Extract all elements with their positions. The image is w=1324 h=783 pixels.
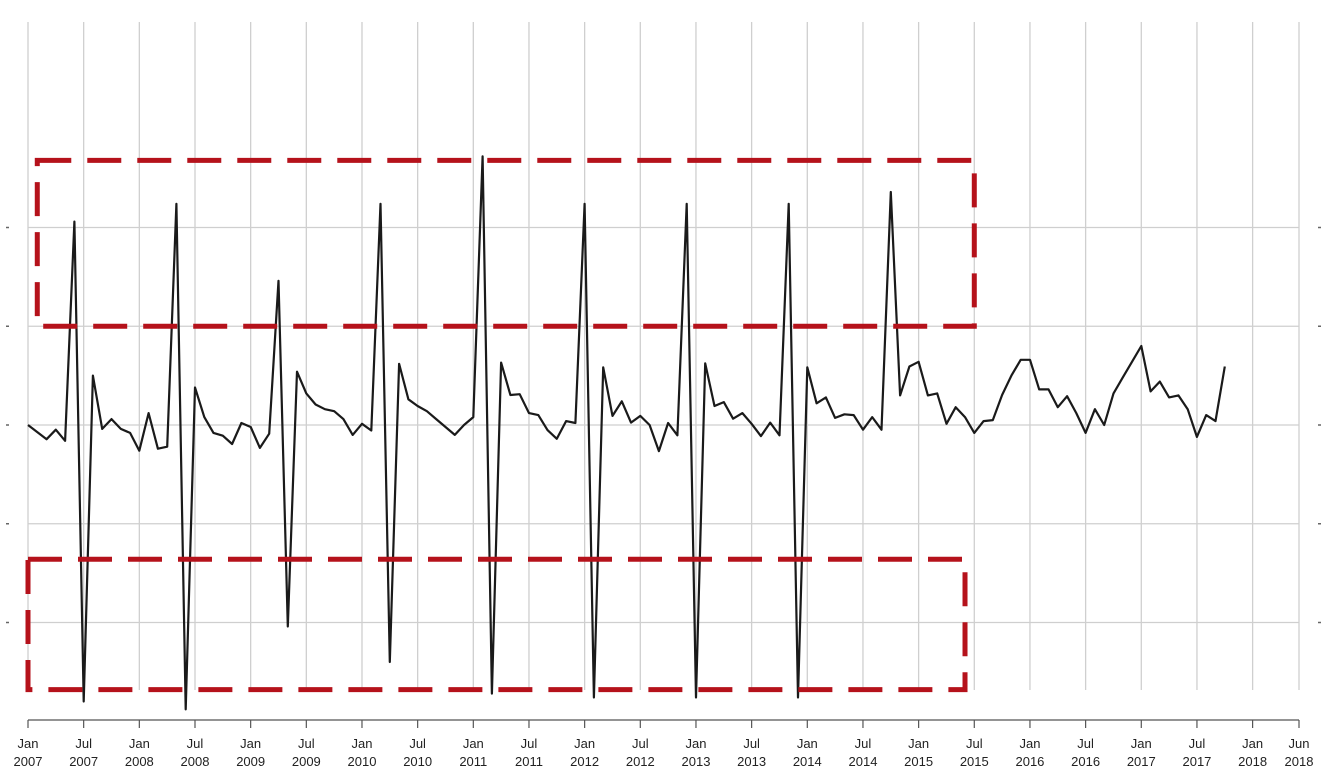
dashed-highlight-box-seasonal-troughs [25, 556, 968, 693]
x-tick-label-month: Jun [1289, 736, 1310, 751]
series-lines [27, 155, 1226, 711]
x-tick-label-month: Jul [743, 736, 760, 751]
x-tick-label-year: 2017 [1182, 754, 1211, 769]
x-tick-label-month: Jan [574, 736, 595, 751]
x-tick-label-month: Jul [187, 736, 204, 751]
x-tick-label-year: 2010 [403, 754, 432, 769]
x-tick-label-year: 2012 [626, 754, 655, 769]
x-tick-label-month: Jul [521, 736, 538, 751]
series-line [27, 155, 1226, 711]
x-tick-label-year: 2018 [1238, 754, 1267, 769]
x-tick-label-month: Jan [797, 736, 818, 751]
x-tick-label-month: Jul [298, 736, 315, 751]
x-tick-label-year: 2013 [682, 754, 711, 769]
x-tick-label-year: 2008 [181, 754, 210, 769]
x-tick-label-year: 2010 [348, 754, 377, 769]
x-tick-label-year: 2012 [570, 754, 599, 769]
x-tick-label-year: 2017 [1127, 754, 1156, 769]
x-tick-label-year: 2009 [292, 754, 321, 769]
x-tick-label-year: 2014 [849, 754, 878, 769]
x-tick-label-month: Jan [352, 736, 373, 751]
x-tick-label-month: Jan [685, 736, 706, 751]
x-tick-label-year: 2009 [236, 754, 265, 769]
x-tick-label-year: 2015 [904, 754, 933, 769]
x-tick-label-year: 2008 [125, 754, 154, 769]
dashed-highlight-box-seasonal-peaks [34, 157, 977, 329]
x-tick-label-year: 2015 [960, 754, 989, 769]
x-tick-label-month: Jan [1131, 736, 1152, 751]
x-axis [27, 719, 1300, 728]
x-tick-label-month: Jul [855, 736, 872, 751]
x-tick-label-month: Jan [463, 736, 484, 751]
gridlines [27, 22, 1300, 690]
x-tick-label-month: Jan [908, 736, 929, 751]
highlight-boxes [25, 157, 977, 693]
x-tick-label-month: Jul [1077, 736, 1094, 751]
x-tick-label-month: Jul [966, 736, 983, 751]
x-tick-label-month: Jul [409, 736, 426, 751]
x-tick-label-year: 2016 [1071, 754, 1100, 769]
x-tick-labels: Jan 2007 Jul 2007 Jan 2008 Jul 2008 Jan 2009 Jul 20… [14, 736, 1314, 769]
x-tick-label-month: Jul [75, 736, 92, 751]
x-tick-label-month: Jan [129, 736, 150, 751]
x-tick-label-month: Jan [18, 736, 39, 751]
x-tick-label-year: 2007 [14, 754, 43, 769]
x-tick-label-month: Jan [1242, 736, 1263, 751]
x-tick-label-year: 2013 [737, 754, 766, 769]
x-tick-label-year: 2016 [1015, 754, 1044, 769]
y-axis-tick-marks [6, 226, 1321, 624]
x-tick-label-year: 2014 [793, 754, 822, 769]
x-tick-label-month: Jul [632, 736, 649, 751]
x-tick-label-year: 2018 [1285, 754, 1314, 769]
x-tick-label-year: 2011 [515, 754, 543, 769]
x-tick-label-year: 2011 [459, 754, 487, 769]
x-tick-label-month: Jul [1189, 736, 1206, 751]
x-tick-label-month: Jan [240, 736, 261, 751]
x-tick-label-month: Jan [1019, 736, 1040, 751]
x-tick-label-year: 2007 [69, 754, 98, 769]
